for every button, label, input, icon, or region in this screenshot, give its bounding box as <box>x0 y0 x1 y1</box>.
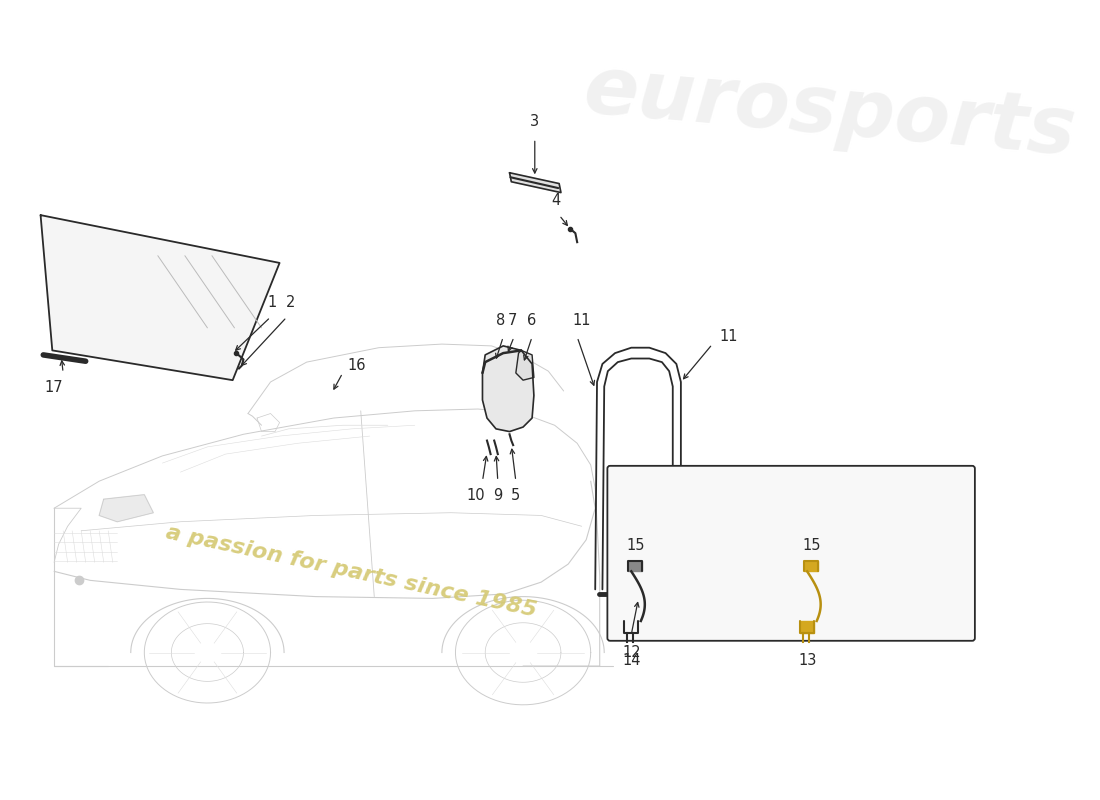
Polygon shape <box>628 561 642 571</box>
Text: a passion for parts since 1985: a passion for parts since 1985 <box>165 522 539 621</box>
Text: 1: 1 <box>267 295 277 310</box>
Text: 7: 7 <box>507 313 517 328</box>
Text: 4: 4 <box>552 193 561 208</box>
Text: 12: 12 <box>621 646 640 660</box>
Polygon shape <box>803 561 818 571</box>
Text: 11: 11 <box>572 313 591 328</box>
Polygon shape <box>509 173 561 193</box>
Text: 8: 8 <box>496 313 505 328</box>
FancyBboxPatch shape <box>607 466 975 641</box>
Text: 14: 14 <box>621 653 640 667</box>
Text: 17: 17 <box>45 380 64 395</box>
Text: 10: 10 <box>466 488 485 503</box>
Polygon shape <box>800 621 814 633</box>
Text: 3: 3 <box>530 114 539 130</box>
Text: 15: 15 <box>802 538 821 554</box>
Text: 15: 15 <box>627 538 645 554</box>
Polygon shape <box>41 215 279 380</box>
Polygon shape <box>516 350 534 380</box>
Text: 11: 11 <box>719 330 738 344</box>
Text: 6: 6 <box>528 313 537 328</box>
Text: 2: 2 <box>286 295 295 310</box>
Text: 5: 5 <box>512 488 520 503</box>
Text: 9: 9 <box>493 488 503 503</box>
Polygon shape <box>483 346 534 431</box>
Text: eurosports: eurosports <box>581 51 1079 172</box>
Polygon shape <box>99 494 153 522</box>
Text: 13: 13 <box>798 653 816 667</box>
Text: 16: 16 <box>348 358 365 374</box>
